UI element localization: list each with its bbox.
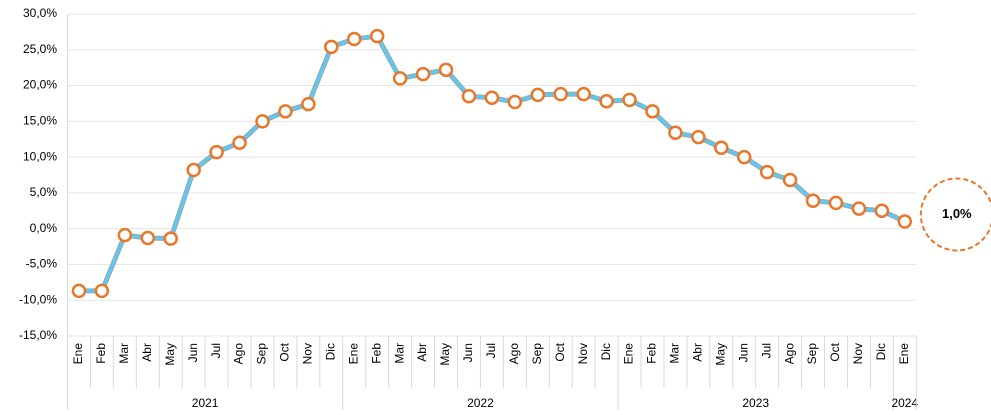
point <box>278 104 293 119</box>
point <box>369 28 385 44</box>
point <box>324 39 339 55</box>
x-tick-label: Jun <box>186 343 200 362</box>
x-tick-label: Ene <box>622 343 636 365</box>
x-tick-label: Feb <box>369 343 383 364</box>
point <box>805 193 821 209</box>
point <box>714 140 729 156</box>
point <box>553 86 568 102</box>
x-tick-label: Jul <box>484 343 498 358</box>
point <box>645 104 660 119</box>
x-tick-label: Oct <box>553 342 567 361</box>
y-tick-label: -10,0% <box>19 292 57 306</box>
point <box>71 283 87 299</box>
label-callout <box>919 177 991 252</box>
y-tick-label: 0,0% <box>30 221 58 235</box>
x-tick-label: May <box>438 343 452 366</box>
point <box>461 89 477 104</box>
x-tick-label: Abr <box>140 343 154 362</box>
x-tick-label: Mar <box>117 343 131 364</box>
x-tick-label: May <box>713 343 727 366</box>
x-tick-label: Ene <box>897 343 911 365</box>
x-tick-label: Nov <box>851 343 865 364</box>
point <box>759 164 775 180</box>
x-tick-label: Jul <box>209 343 223 358</box>
x-tick-label: Ago <box>232 343 246 365</box>
group-label: 2022 <box>467 396 494 410</box>
x-tick-label: Feb <box>645 343 659 364</box>
point <box>851 201 867 216</box>
group-label: 2024 <box>891 396 918 410</box>
point <box>232 135 247 151</box>
x-tick-label: Ago <box>507 343 521 365</box>
x-tick-label: Ene <box>346 343 360 365</box>
x-tick-label: Dic <box>599 343 613 360</box>
point <box>530 87 546 103</box>
x-tick-label: Mar <box>668 343 682 364</box>
point <box>255 114 270 129</box>
point <box>668 125 683 141</box>
y-tick-label: 5,0% <box>30 185 58 199</box>
point <box>691 129 706 145</box>
point <box>576 86 591 102</box>
point <box>599 94 614 109</box>
data-label: 1,0% <box>942 206 972 221</box>
y-tick-label: 15,0% <box>23 114 57 128</box>
point <box>347 31 362 47</box>
point <box>415 66 431 82</box>
point <box>622 92 637 108</box>
x-tick-label: Jul <box>759 343 773 358</box>
x-tick-label: Sep <box>255 343 269 365</box>
y-tick-label: 10,0% <box>23 149 57 163</box>
point <box>94 283 110 299</box>
x-tick-label: Dic <box>323 343 337 360</box>
x-tick-label: Ene <box>71 343 85 365</box>
x-tick-label: Sep <box>805 343 819 365</box>
y-tick-label: -5,0% <box>26 257 58 271</box>
x-tick-label: Jun <box>736 343 750 362</box>
point <box>782 172 798 188</box>
group-label: 2021 <box>192 396 219 410</box>
x-tick-label: Nov <box>576 343 590 364</box>
x-tick-label: Oct <box>828 342 842 361</box>
x-tick-label: Abr <box>691 343 705 362</box>
y-tick-label: 25,0% <box>23 42 57 56</box>
x-tick-label: Jun <box>461 343 475 362</box>
x-tick-label: Feb <box>94 343 108 364</box>
x-tick-label: Nov <box>301 343 315 364</box>
point <box>438 62 454 78</box>
x-tick-label: May <box>163 343 177 366</box>
point <box>507 94 523 110</box>
y-tick-label: -15,0% <box>19 328 57 342</box>
x-tick-label: Dic <box>874 343 888 360</box>
point <box>140 230 156 246</box>
point <box>209 144 224 160</box>
x-tick-label: Ago <box>782 343 796 365</box>
group-label: 2023 <box>742 396 769 410</box>
x-tick-label: Sep <box>530 343 544 365</box>
point <box>392 71 408 86</box>
point <box>186 162 201 178</box>
x-tick-label: Oct <box>278 342 292 361</box>
point <box>163 231 178 246</box>
point <box>828 195 844 211</box>
x-tick-label: Mar <box>392 343 406 364</box>
x-tick-label: Abr <box>415 343 429 362</box>
point <box>484 90 500 105</box>
point <box>301 96 316 112</box>
point <box>736 149 752 165</box>
point <box>874 203 890 219</box>
y-tick-label: 20,0% <box>23 78 57 92</box>
line <box>78 34 906 293</box>
point <box>897 214 913 229</box>
point <box>117 227 133 243</box>
y-tick-label: 30,0% <box>23 6 57 20</box>
